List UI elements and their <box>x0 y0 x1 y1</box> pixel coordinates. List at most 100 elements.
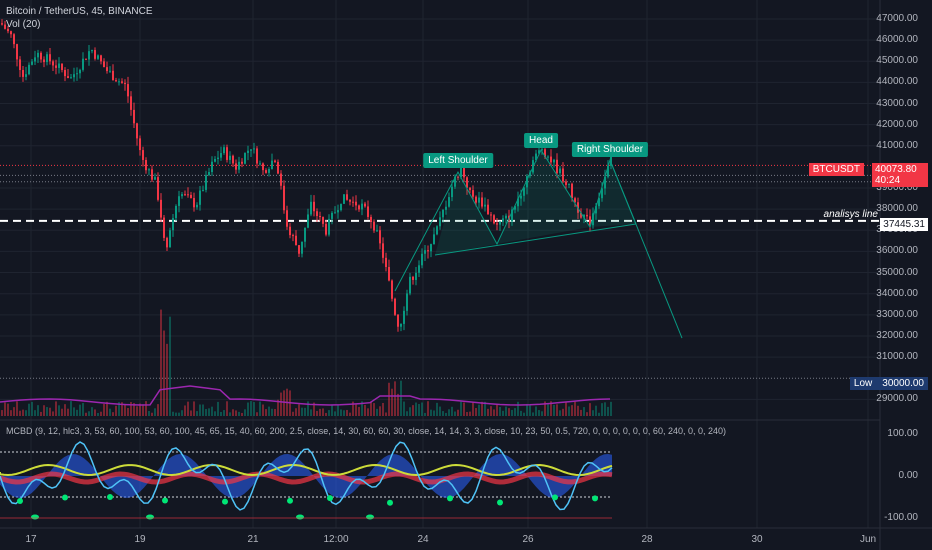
volume-bar <box>466 412 468 416</box>
candle-body <box>343 194 345 204</box>
candle-body <box>73 74 75 78</box>
candle-body <box>124 82 126 85</box>
candle-body <box>259 163 261 165</box>
candle-body <box>337 210 339 213</box>
osc-yellow-line <box>0 463 613 477</box>
candle-body <box>448 197 450 207</box>
candle-body <box>88 51 90 60</box>
osc-wave-area <box>0 454 612 498</box>
volume-bar <box>28 403 30 416</box>
candle-body <box>565 181 567 185</box>
volume-bar <box>250 401 252 416</box>
volume-bar <box>139 403 141 416</box>
volume-bar <box>529 405 531 416</box>
candle-body <box>313 201 315 212</box>
right-shoulder-label[interactable]: Right Shoulder <box>571 142 649 157</box>
analysis-line-label[interactable]: analisys line <box>823 209 878 220</box>
volume-bar <box>313 402 315 416</box>
volume-bar <box>454 411 456 416</box>
volume-bar <box>484 401 486 416</box>
oscillator-tick-label: 0.00 <box>898 470 918 481</box>
candle-body <box>256 148 258 164</box>
volume-bar <box>493 409 495 416</box>
candle-body <box>346 194 348 200</box>
volume-bar <box>181 410 183 416</box>
osc-green-dot <box>327 495 333 502</box>
candle-body <box>16 44 18 60</box>
candle-body <box>454 176 456 187</box>
candle-body <box>91 50 93 52</box>
candle-body <box>247 150 249 153</box>
candle-body <box>340 203 342 211</box>
osc-bottom-dot <box>366 514 374 520</box>
volume-bar <box>163 330 165 416</box>
candle-body <box>79 69 81 74</box>
volume-bar <box>547 404 549 416</box>
candle-body <box>157 177 159 200</box>
volume-bar <box>49 407 51 416</box>
volume-bar <box>535 406 537 416</box>
volume-bar <box>301 407 303 416</box>
volume-bar <box>403 401 405 416</box>
time-tick-label: 21 <box>247 534 259 545</box>
left-shoulder-zone <box>435 172 497 255</box>
candle-body <box>397 314 399 327</box>
volume-bar <box>106 401 108 416</box>
volume-bar <box>256 412 258 416</box>
volume-bar <box>253 402 255 416</box>
candle-body <box>52 61 54 66</box>
volume-bar <box>82 403 84 416</box>
volume-bar <box>274 409 276 416</box>
candle-body <box>241 161 243 164</box>
volume-legend[interactable]: Vol (20) <box>6 19 41 30</box>
volume-bar <box>526 403 528 416</box>
volume-bar <box>118 402 120 416</box>
volume-bar <box>172 411 174 416</box>
volume-bar <box>397 393 399 416</box>
target-projection-line <box>609 159 683 339</box>
volume-bar <box>472 401 474 416</box>
candle-body <box>301 241 303 254</box>
candle-body <box>151 169 153 180</box>
volume-bar <box>610 401 612 416</box>
volume-bar <box>19 410 21 416</box>
candle-body <box>601 188 603 199</box>
volume-bar <box>61 408 63 416</box>
volume-bar <box>361 401 363 416</box>
candle-body <box>43 59 45 63</box>
osc-green-dot <box>552 494 558 501</box>
left-shoulder-label[interactable]: Left Shoulder <box>423 153 493 168</box>
volume-bar <box>346 409 348 416</box>
volume-bar <box>43 405 45 416</box>
symbol-legend[interactable]: Bitcoin / TetherUS, 45, BINANCE <box>6 6 153 17</box>
volume-bar <box>358 406 360 416</box>
candle-body <box>475 196 477 203</box>
volume-bar <box>199 404 201 416</box>
candle-body <box>502 218 504 222</box>
volume-bar <box>508 408 510 416</box>
price-tick-label: 46000.00 <box>876 34 918 46</box>
candle-body <box>238 161 240 170</box>
volume-bar <box>40 411 42 416</box>
volume-bar <box>130 402 132 416</box>
volume-bar <box>220 411 222 416</box>
candle-body <box>496 223 498 225</box>
candle-body <box>460 165 462 178</box>
price-tick-label: 34000.00 <box>876 287 918 299</box>
volume-bar <box>583 407 585 416</box>
osc-green-dot <box>497 499 503 506</box>
candle-body <box>595 206 597 214</box>
head-label[interactable]: Head <box>524 133 558 148</box>
volume-bar <box>64 404 66 416</box>
volume-bar <box>292 411 294 416</box>
candle-body <box>376 230 378 232</box>
volume-bar <box>469 411 471 416</box>
volume-bar <box>436 402 438 416</box>
volume-bar <box>457 409 459 416</box>
oscillator-legend[interactable]: MCBD (9, 12, hlc3, 3, 53, 60, 100, 53, 6… <box>6 426 726 436</box>
candle-body <box>103 61 105 68</box>
candle-body <box>145 159 147 171</box>
candle-body <box>94 50 96 59</box>
volume-bar <box>571 405 573 416</box>
